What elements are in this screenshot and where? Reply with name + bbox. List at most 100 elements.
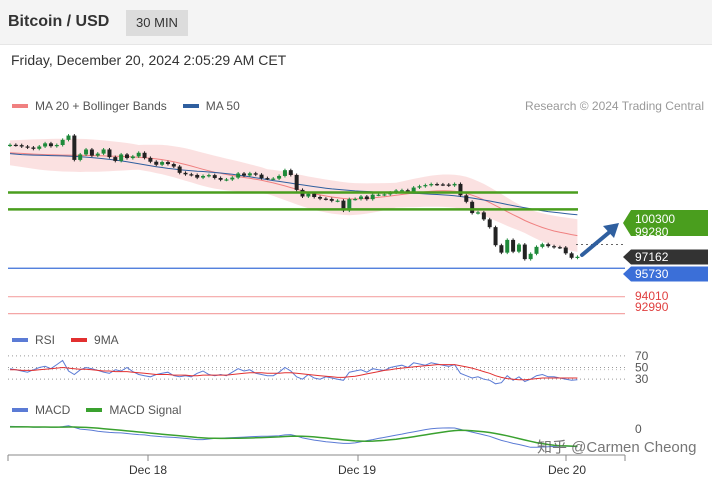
candle-body xyxy=(312,193,317,198)
candle-body xyxy=(230,177,235,180)
candle-body xyxy=(452,183,457,186)
candle-body xyxy=(101,149,106,154)
candle-body xyxy=(464,195,469,202)
candle-body xyxy=(511,239,516,252)
candle-body xyxy=(43,143,48,147)
candle-body xyxy=(54,144,59,147)
candle-body xyxy=(177,166,182,173)
candle-body xyxy=(148,157,153,162)
macd-zero-label: 0 xyxy=(635,422,642,436)
candle-body xyxy=(119,154,124,161)
legend-swatch-ma50 xyxy=(182,104,199,108)
macd-signal-line xyxy=(10,426,578,447)
x-tick-label: Dec 20 xyxy=(548,463,586,477)
candle-body xyxy=(364,196,369,200)
level-tag-95730 xyxy=(623,266,708,282)
research-credit: Research © 2024 Trading Central xyxy=(525,99,704,113)
candle-body xyxy=(370,194,375,200)
x-axis: Dec 18 Dec 19 Dec 20 xyxy=(7,454,626,477)
level-label-92990: 92990 xyxy=(635,300,669,314)
macd-legend: MACD MACD Signal xyxy=(12,403,197,417)
candle-body xyxy=(376,194,381,196)
candle-body xyxy=(476,212,480,214)
candle-body xyxy=(113,157,118,161)
legend-swatch-macd xyxy=(12,408,28,412)
bollinger-band xyxy=(10,138,578,252)
candle-body xyxy=(125,154,129,159)
legend-swatch-rsi xyxy=(12,338,28,342)
candle-body xyxy=(183,172,188,175)
candle-body xyxy=(8,144,12,147)
chart-header: Bitcoin / USD 30 MIN xyxy=(0,0,712,45)
chart-datetime: Friday, December 20, 2024 2:05:29 AM CET xyxy=(11,52,287,68)
candle-body xyxy=(154,161,159,165)
forecast-arrow-head xyxy=(603,223,619,238)
candle-body xyxy=(323,198,328,200)
legend-swatch-macd-signal xyxy=(86,408,103,412)
candle-body xyxy=(13,144,18,147)
candle-body xyxy=(353,198,358,201)
candle-body xyxy=(130,156,135,159)
candle-body xyxy=(95,153,100,156)
candle-body xyxy=(534,246,539,254)
candle-body xyxy=(516,244,521,252)
rsi-level-label: 70 xyxy=(635,349,649,363)
candle-body xyxy=(341,200,346,211)
rsi-9ma-line xyxy=(10,364,578,381)
legend-label-macd: MACD xyxy=(35,403,71,417)
candle-body xyxy=(522,244,527,260)
candle-body xyxy=(423,185,428,187)
x-tick-label: Dec 19 xyxy=(338,463,376,477)
level-label-99280: 99280 xyxy=(635,225,669,239)
legend-label-rsi: RSI xyxy=(35,333,56,347)
candle-body xyxy=(282,170,287,176)
candle-body xyxy=(382,194,387,196)
legend-swatch-ma20 xyxy=(12,104,28,108)
timeframe-button[interactable]: 30 MIN xyxy=(126,10,188,36)
level-tag-97162 xyxy=(623,249,708,265)
candle-body xyxy=(306,193,311,197)
candle-body xyxy=(84,149,89,155)
level-label-97162: 97162 xyxy=(635,250,669,264)
ma50-line xyxy=(9,153,578,216)
candle-body xyxy=(247,173,252,176)
candle-body xyxy=(206,175,211,177)
candle-body xyxy=(458,183,463,196)
candle-body xyxy=(335,200,340,202)
candle-body xyxy=(446,184,451,186)
candle-body xyxy=(78,154,83,160)
candle-body xyxy=(440,184,445,186)
candle-body xyxy=(294,174,299,190)
instrument-title: Bitcoin / USD xyxy=(8,13,110,30)
candle-body xyxy=(60,139,65,145)
candle-body xyxy=(189,174,194,176)
candle-body xyxy=(48,143,53,147)
candle-body xyxy=(563,247,568,254)
candle-body xyxy=(72,135,77,160)
candle-body xyxy=(212,175,217,178)
candle-body xyxy=(493,227,498,246)
candle-body xyxy=(546,244,551,247)
candle-body xyxy=(236,173,241,178)
key-levels xyxy=(8,191,625,315)
level-label-95730: 95730 xyxy=(635,267,669,281)
candle-body xyxy=(265,178,270,180)
rsi-level-label: 50 xyxy=(635,361,649,375)
candle-body xyxy=(31,147,36,149)
watermark: 知乎 @Carmen Cheong xyxy=(537,439,697,456)
candle-body xyxy=(171,164,176,167)
candle-body xyxy=(399,190,404,192)
macd-panel: 0 xyxy=(9,422,642,448)
candle-body xyxy=(277,175,282,179)
candle-body xyxy=(288,170,293,175)
candle-body xyxy=(552,246,557,248)
candle-body xyxy=(318,197,323,199)
candle-body xyxy=(242,173,246,176)
candle-body xyxy=(259,174,264,179)
candle-body xyxy=(481,212,486,220)
legend-label-ma20: MA 20 + Bollinger Bands xyxy=(35,99,167,113)
candle-body xyxy=(201,175,206,178)
candle-body xyxy=(107,149,112,158)
